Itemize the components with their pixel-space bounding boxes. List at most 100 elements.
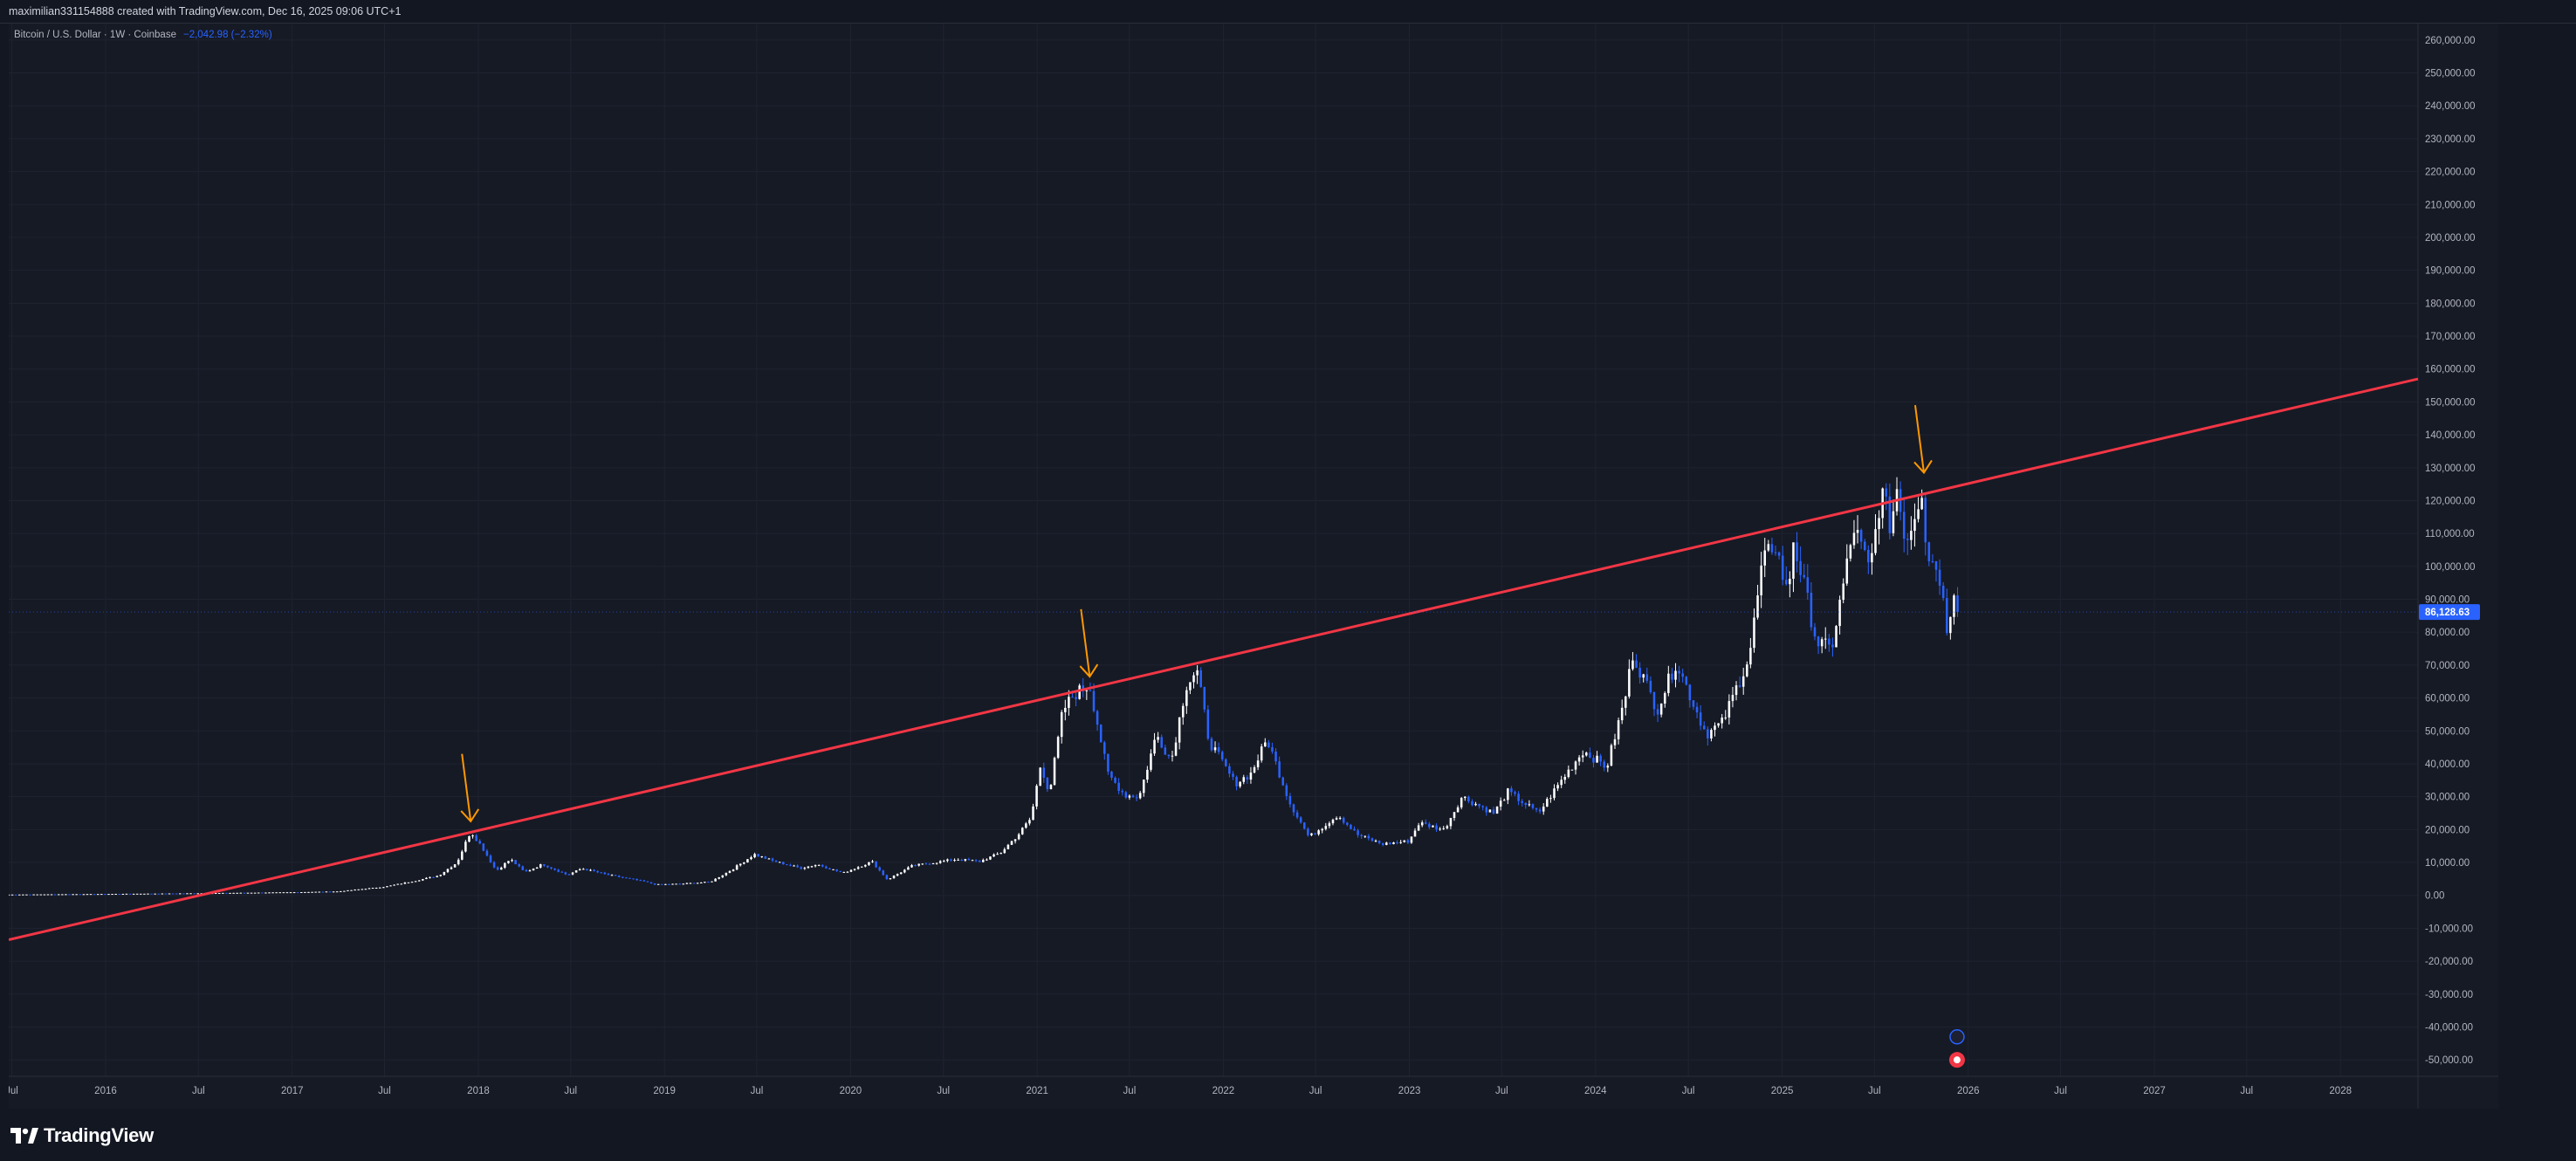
candle xyxy=(943,859,945,862)
x-tick-label: Jul xyxy=(192,1086,205,1096)
candle xyxy=(946,858,949,862)
candle xyxy=(546,865,549,869)
candle xyxy=(1603,759,1606,772)
candle xyxy=(1645,667,1649,684)
y-tick-label: 240,000.00 xyxy=(2425,101,2476,112)
y-tick-label: 140,000.00 xyxy=(2425,430,2476,441)
candle xyxy=(1456,805,1460,813)
candle xyxy=(1828,634,1831,652)
candle xyxy=(725,872,728,876)
candle xyxy=(743,862,745,865)
candle xyxy=(960,858,964,862)
candle xyxy=(1142,779,1145,797)
candle xyxy=(1524,802,1528,809)
candle xyxy=(311,891,313,893)
candle xyxy=(738,863,742,867)
candle xyxy=(1871,543,1873,575)
candle xyxy=(1281,776,1285,787)
candle xyxy=(1510,786,1513,796)
candle xyxy=(1531,803,1535,810)
candle xyxy=(14,894,17,896)
y-tick-label: 70,000.00 xyxy=(2425,661,2470,671)
candle xyxy=(1913,503,1916,547)
candle xyxy=(1278,756,1281,779)
candle xyxy=(414,881,417,883)
candle xyxy=(182,893,185,895)
candle xyxy=(1171,751,1174,762)
candle xyxy=(1346,821,1349,827)
symbol-legend: Bitcoin / U.S. Dollar · 1W · Coinbase −2,… xyxy=(14,30,272,40)
candle xyxy=(492,861,496,869)
candle xyxy=(896,873,899,876)
candle xyxy=(1314,832,1316,835)
candle xyxy=(1271,742,1274,754)
candle xyxy=(389,885,392,887)
candle xyxy=(1770,537,1774,555)
candle xyxy=(1317,828,1320,836)
candle xyxy=(100,894,103,896)
y-tick-label: -10,000.00 xyxy=(2425,924,2473,934)
candle xyxy=(107,894,110,896)
candle xyxy=(1425,819,1427,825)
candle xyxy=(1820,636,1824,654)
y-tick-label: 220,000.00 xyxy=(2425,168,2476,178)
candle xyxy=(1599,753,1602,766)
candle xyxy=(711,881,713,883)
candle xyxy=(296,892,299,894)
candle xyxy=(539,863,542,869)
candle xyxy=(222,892,224,894)
candle xyxy=(1867,545,1870,574)
candle xyxy=(543,864,546,868)
candle xyxy=(50,894,53,896)
candle xyxy=(567,873,571,876)
candle xyxy=(1481,805,1484,811)
candle xyxy=(46,894,50,896)
y-tick-label: 160,000.00 xyxy=(2425,365,2476,375)
candle xyxy=(1381,842,1384,847)
annotation-arrow-head xyxy=(1079,663,1099,678)
candle xyxy=(760,855,764,858)
candle xyxy=(607,873,610,876)
candle xyxy=(835,869,838,872)
candle xyxy=(622,876,624,879)
candle xyxy=(1117,778,1120,794)
candle xyxy=(1003,847,1006,855)
candle xyxy=(1260,744,1263,763)
candle xyxy=(1499,797,1502,811)
y-tick-label: 190,000.00 xyxy=(2425,266,2476,277)
y-tick-label: 250,000.00 xyxy=(2425,69,2476,79)
candle xyxy=(1674,663,1677,688)
candle xyxy=(318,891,321,893)
y-tick-label: 80,000.00 xyxy=(2425,628,2470,638)
candle xyxy=(1542,803,1545,815)
candle xyxy=(1514,790,1516,796)
candle xyxy=(928,862,931,865)
annotation-arrow-head xyxy=(460,808,480,823)
candle xyxy=(229,892,231,894)
candle xyxy=(1399,840,1402,844)
candle xyxy=(489,854,492,863)
brand-name: TradingView xyxy=(44,1124,154,1146)
candle xyxy=(1596,751,1598,763)
candle xyxy=(1953,594,1955,625)
chart-area[interactable]: 260,000.00 250,000.00 240,000.00 230,000.00… xyxy=(9,24,2498,1109)
candle xyxy=(1528,800,1531,807)
candle xyxy=(1220,750,1224,762)
candle xyxy=(914,864,917,867)
candle xyxy=(82,894,86,896)
candle xyxy=(1917,497,1920,523)
candle xyxy=(771,857,774,862)
candle xyxy=(1232,771,1234,780)
candle xyxy=(150,893,153,895)
price-chart[interactable]: 260,000.00 250,000.00 240,000.00 230,000.00… xyxy=(9,24,2498,1109)
x-tick-label: Jul xyxy=(1868,1086,1881,1096)
annotation-arrow xyxy=(461,753,472,822)
candle xyxy=(586,869,588,871)
candle xyxy=(485,848,489,857)
candle xyxy=(214,892,217,895)
candle xyxy=(29,894,31,896)
candle xyxy=(1085,689,1089,700)
candle xyxy=(1039,766,1041,787)
candle xyxy=(1789,571,1791,598)
tradingview-brand[interactable]: TradingView xyxy=(10,1124,154,1147)
